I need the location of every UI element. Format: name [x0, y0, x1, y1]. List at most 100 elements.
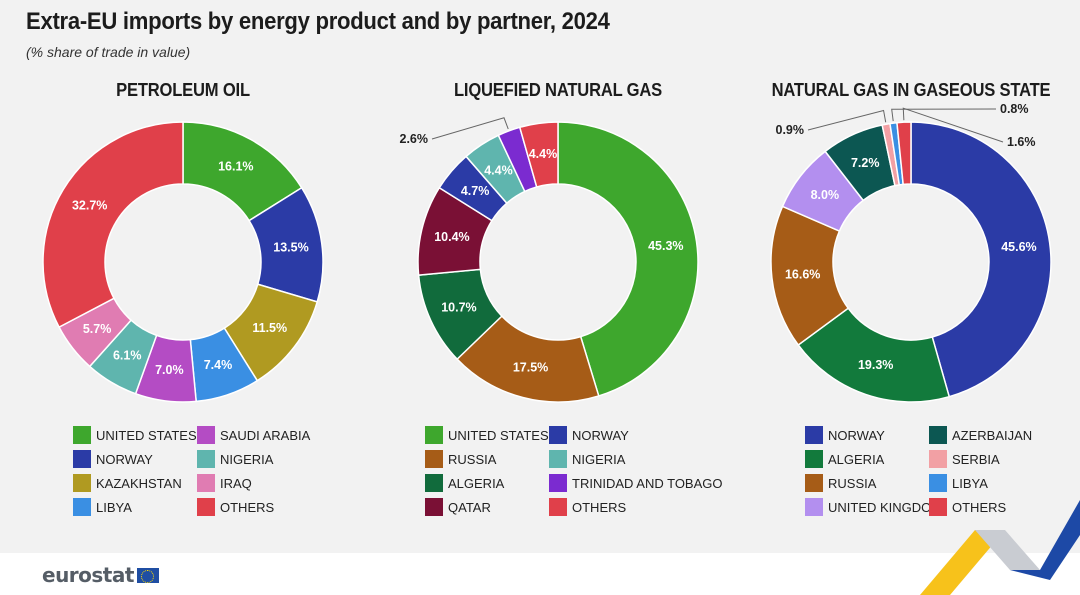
legend-label: LIBYA: [96, 499, 132, 515]
legend-label: UNITED STATES: [448, 427, 549, 443]
legend-label: RUSSIA: [828, 475, 877, 491]
footer-bar: [0, 553, 1080, 595]
legend-swatch: [549, 474, 567, 492]
leader-line: [891, 108, 997, 122]
eu-flag-icon: [136, 567, 159, 583]
data-label: 0.8%: [1000, 102, 1029, 116]
legend-item-kazakhstan: KAZAKHSTAN: [73, 474, 182, 492]
eurostat-logo: eurostat: [42, 563, 159, 587]
legend-item-algeria: ALGERIA: [425, 474, 504, 492]
legend-item-norway: NORWAY: [805, 426, 885, 444]
legend-swatch: [73, 450, 91, 468]
legend-label: NIGERIA: [572, 451, 626, 467]
legend-item-russia: RUSSIA: [425, 450, 496, 468]
leader-line: [902, 107, 1004, 143]
legend-item-norway: NORWAY: [549, 426, 629, 444]
slice-others: [896, 121, 912, 186]
legend-label: NORWAY: [572, 427, 629, 443]
legend-item-norway: NORWAY: [73, 450, 153, 468]
legend-swatch: [929, 498, 947, 516]
legend-swatch: [73, 498, 91, 516]
data-label: 7.2%: [851, 156, 880, 170]
data-label: 8.0%: [811, 188, 840, 202]
legend-item-nigeria: NIGERIA: [197, 450, 273, 468]
data-label: 1.6%: [1007, 135, 1036, 149]
legend-label: AZERBAIJAN: [952, 427, 1033, 443]
legend-item-others: OTHERS: [549, 498, 626, 516]
legend-swatch: [197, 426, 215, 444]
slice-others: [518, 121, 559, 188]
legend-swatch: [805, 474, 823, 492]
legend-item-iraq: IRAQ: [197, 474, 252, 492]
data-label: 5.7%: [83, 322, 112, 336]
legend-item-united-states: UNITED STATES: [425, 426, 549, 444]
legend-label: LIBYA: [952, 475, 988, 491]
data-label: 13.5%: [273, 240, 308, 254]
legend-item-trinidad-and-tobago: TRINIDAD AND TOBAGO: [549, 474, 723, 492]
legend-swatch: [805, 426, 823, 444]
legend-swatch: [929, 474, 947, 492]
legend-label: NORWAY: [96, 451, 153, 467]
slice-norway: [910, 121, 1052, 398]
legend-item-nigeria: NIGERIA: [549, 450, 625, 468]
legend-swatch: [197, 474, 215, 492]
panel-title-petroleum-oil: PETROLEUM OIL: [116, 80, 250, 100]
legend-label: TRINIDAD AND TOBAGO: [572, 475, 723, 491]
leader-line: [807, 109, 887, 131]
legend-swatch: [929, 426, 947, 444]
data-label: 6.1%: [113, 349, 142, 363]
chart-subtitle: (% share of trade in value): [26, 44, 191, 60]
legend-item-others: OTHERS: [197, 498, 274, 516]
legend-item-serbia: SERBIA: [929, 450, 1000, 468]
chart-title: Extra-EU imports by energy product and b…: [26, 8, 610, 35]
legend-swatch: [197, 498, 215, 516]
slice-united-states: [557, 121, 699, 397]
legend-item-algeria: ALGERIA: [805, 450, 884, 468]
legend-swatch: [197, 450, 215, 468]
data-label: 19.3%: [858, 358, 893, 372]
legend-item-united-states: UNITED STATES: [73, 426, 197, 444]
legend-swatch: [549, 426, 567, 444]
legend-swatch: [425, 498, 443, 516]
legend-swatch: [73, 474, 91, 492]
panel-title-gaseous-gas: NATURAL GAS IN GASEOUS STATE: [771, 80, 1051, 100]
legend-label: UNITED STATES: [96, 427, 197, 443]
slice-others: [42, 121, 184, 329]
legend-swatch: [805, 498, 823, 516]
legend-label: UNITED KINGDOM: [828, 499, 943, 515]
logo-text: eurostat: [42, 563, 134, 587]
legend-swatch: [549, 498, 567, 516]
legend-item-russia: RUSSIA: [805, 474, 876, 492]
legend-label: RUSSIA: [448, 451, 497, 467]
legend-label: KAZAKHSTAN: [96, 475, 182, 491]
legend-item-others: OTHERS: [929, 498, 1006, 516]
legend-label: OTHERS: [572, 499, 627, 515]
legend-item-libya: LIBYA: [929, 474, 988, 492]
data-label: 7.0%: [155, 363, 184, 377]
legend-label: NIGERIA: [220, 451, 274, 467]
legend-label: ALGERIA: [448, 475, 505, 491]
legend-swatch: [549, 450, 567, 468]
data-label: 7.4%: [204, 358, 233, 372]
data-label: 11.5%: [252, 321, 287, 335]
data-label: 32.7%: [72, 199, 107, 213]
legend-label: SAUDI ARABIA: [220, 427, 311, 443]
data-label: 16.1%: [218, 160, 253, 174]
data-label: 4.4%: [484, 164, 513, 178]
legend-item-saudi-arabia: SAUDI ARABIA: [197, 426, 310, 444]
legend-swatch: [73, 426, 91, 444]
data-label: 10.4%: [434, 230, 469, 244]
legend-label: NORWAY: [828, 427, 885, 443]
legend-label: SERBIA: [952, 451, 1000, 467]
legend-item-united-kingdom: UNITED KINGDOM: [805, 498, 942, 516]
legend-swatch: [425, 474, 443, 492]
data-label: 45.6%: [1001, 240, 1036, 254]
legend-label: OTHERS: [220, 499, 275, 515]
data-label: 2.6%: [400, 132, 429, 146]
panel-title-lng: LIQUEFIED NATURAL GAS: [453, 80, 663, 100]
decorative-stripes: [920, 500, 1080, 595]
donut-charts: 16.1% 13.5% 11.5% 7.4% 7.0% 6.1%5.7% 32.7% 45.3…: [42, 102, 1052, 403]
data-label: 0.9%: [776, 123, 805, 137]
data-label: 4.7%: [461, 184, 490, 198]
leader-line: [431, 117, 509, 140]
